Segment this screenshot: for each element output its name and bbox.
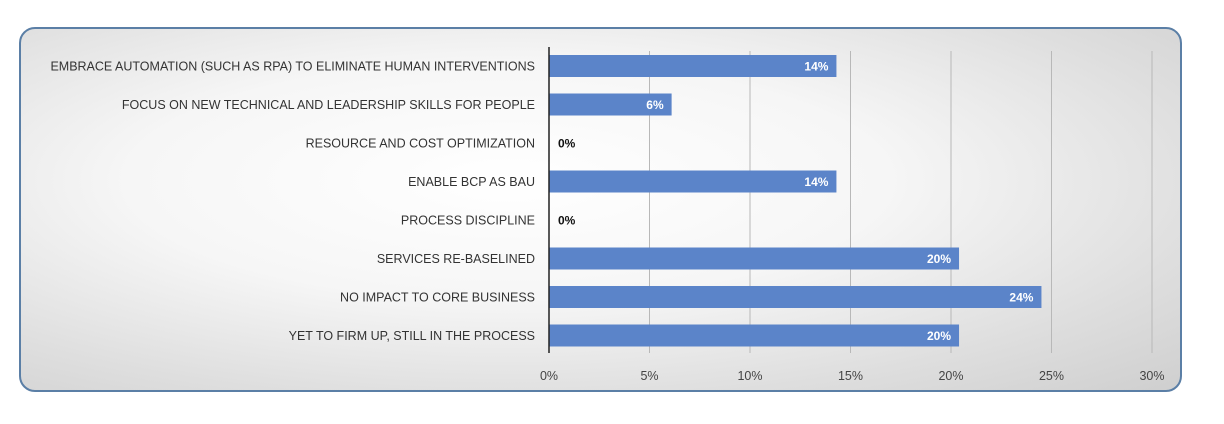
data-label: 20% bbox=[927, 329, 951, 343]
value-axis-ticks: 0% 5% 10% 15% 20% 25% 30% bbox=[540, 369, 1165, 383]
data-label: 14% bbox=[804, 175, 828, 189]
data-labels: 14% 6% 0% 14% 0% 20% 24% 20% bbox=[558, 60, 1034, 344]
category-label: PROCESS DISCIPLINE bbox=[401, 214, 535, 228]
bar-chart: EMBRACE AUTOMATION (SUCH AS RPA) TO ELIM… bbox=[50, 47, 1165, 383]
category-label: SERVICES RE-BASELINED bbox=[377, 252, 535, 266]
category-label: ENABLE BCP AS BAU bbox=[408, 175, 535, 189]
bar bbox=[549, 247, 960, 270]
data-label: 24% bbox=[1009, 291, 1033, 305]
x-tick-label: 5% bbox=[640, 369, 658, 383]
category-label: EMBRACE AUTOMATION (SUCH AS RPA) TO ELIM… bbox=[50, 60, 535, 74]
bar bbox=[549, 324, 960, 347]
category-label: FOCUS ON NEW TECHNICAL AND LEADERSHIP SK… bbox=[122, 98, 535, 112]
bar bbox=[549, 286, 1042, 308]
x-tick-label: 20% bbox=[938, 369, 963, 383]
bar bbox=[549, 55, 837, 77]
category-label: RESOURCE AND COST OPTIMIZATION bbox=[306, 137, 535, 151]
bar bbox=[549, 93, 672, 116]
data-label: 20% bbox=[927, 252, 951, 266]
data-label: 0% bbox=[558, 137, 576, 151]
category-labels: EMBRACE AUTOMATION (SUCH AS RPA) TO ELIM… bbox=[50, 60, 535, 344]
data-label: 6% bbox=[646, 98, 664, 112]
data-label: 14% bbox=[804, 60, 828, 74]
bar bbox=[549, 170, 837, 193]
x-tick-label: 0% bbox=[540, 369, 558, 383]
category-label: NO IMPACT TO CORE BUSINESS bbox=[340, 291, 535, 305]
bars bbox=[549, 55, 1042, 347]
x-tick-label: 10% bbox=[737, 369, 762, 383]
x-tick-label: 15% bbox=[838, 369, 863, 383]
x-tick-label: 30% bbox=[1139, 369, 1164, 383]
category-label: YET TO FIRM UP, STILL IN THE PROCESS bbox=[289, 329, 535, 343]
x-tick-label: 25% bbox=[1039, 369, 1064, 383]
chart-panel: EMBRACE AUTOMATION (SUCH AS RPA) TO ELIM… bbox=[19, 27, 1182, 392]
data-label: 0% bbox=[558, 214, 576, 228]
